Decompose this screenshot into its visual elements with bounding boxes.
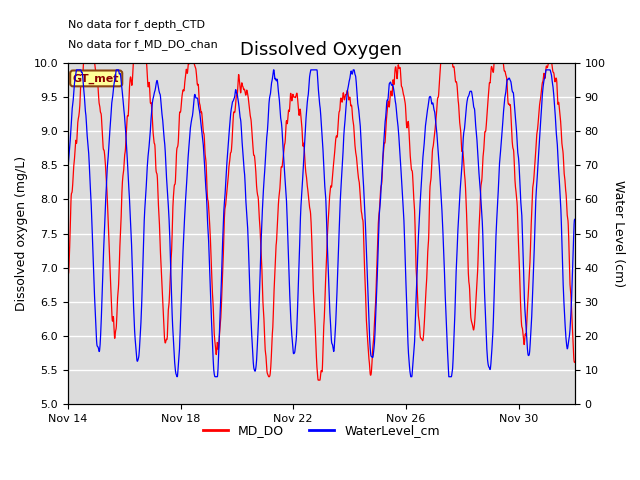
Text: GT_met: GT_met bbox=[73, 73, 120, 84]
Text: No data for f_depth_CTD: No data for f_depth_CTD bbox=[68, 19, 205, 30]
Text: No data for f_MD_DO_chan: No data for f_MD_DO_chan bbox=[68, 39, 218, 50]
Legend: MD_DO, WaterLevel_cm: MD_DO, WaterLevel_cm bbox=[198, 419, 445, 442]
Title: Dissolved Oxygen: Dissolved Oxygen bbox=[241, 41, 403, 59]
Y-axis label: Dissolved oxygen (mg/L): Dissolved oxygen (mg/L) bbox=[15, 156, 28, 311]
Y-axis label: Water Level (cm): Water Level (cm) bbox=[612, 180, 625, 287]
